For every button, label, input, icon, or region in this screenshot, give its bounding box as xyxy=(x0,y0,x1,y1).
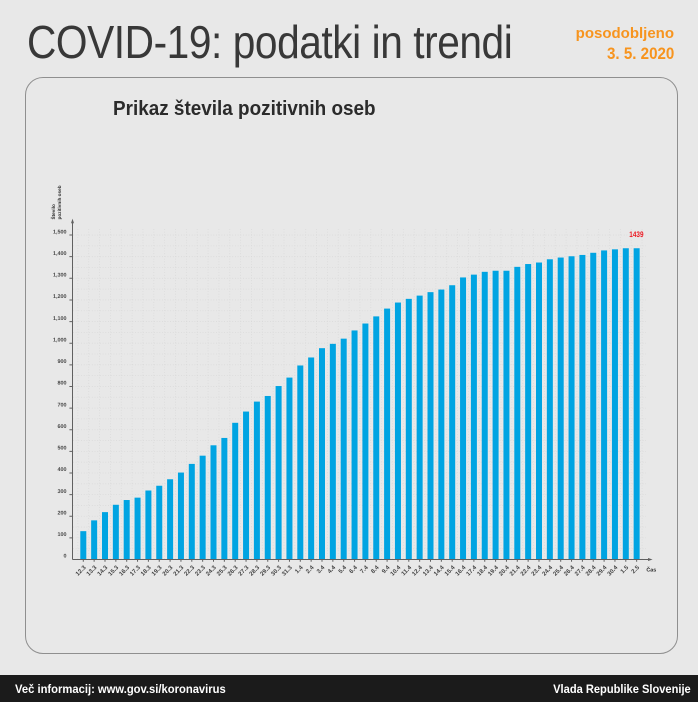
svg-text:24.4: 24.4 xyxy=(541,564,555,578)
svg-text:1.5: 1.5 xyxy=(619,564,630,575)
svg-text:1,400: 1,400 xyxy=(53,251,67,257)
svg-text:13.3: 13.3 xyxy=(85,564,99,578)
svg-text:400: 400 xyxy=(58,467,67,473)
svg-text:600: 600 xyxy=(58,424,67,430)
svg-text:1,300: 1,300 xyxy=(53,273,67,279)
svg-text:15.3: 15.3 xyxy=(107,564,121,578)
svg-text:28.3: 28.3 xyxy=(248,564,262,578)
svg-text:1439: 1439 xyxy=(629,230,644,239)
svg-text:1,200: 1,200 xyxy=(53,294,67,300)
svg-text:27.4: 27.4 xyxy=(574,564,588,578)
svg-text:23.4: 23.4 xyxy=(530,564,544,578)
svg-text:26.4: 26.4 xyxy=(563,564,577,578)
svg-text:15.4: 15.4 xyxy=(443,564,457,578)
svg-text:21.4: 21.4 xyxy=(508,564,522,578)
svg-text:2.4: 2.4 xyxy=(305,564,316,575)
svg-text:17.3: 17.3 xyxy=(129,564,143,578)
svg-text:10.4: 10.4 xyxy=(389,564,403,578)
svg-text:17.4: 17.4 xyxy=(465,564,479,578)
svg-text:0: 0 xyxy=(64,554,67,560)
svg-text:9.4: 9.4 xyxy=(381,564,392,575)
svg-text:25.3: 25.3 xyxy=(215,564,229,578)
svg-text:30.3: 30.3 xyxy=(270,564,284,578)
svg-text:900: 900 xyxy=(58,359,67,365)
svg-text:24.3: 24.3 xyxy=(205,564,219,578)
svg-text:Število: Število xyxy=(50,204,56,220)
svg-text:22.4: 22.4 xyxy=(519,564,533,578)
svg-text:11.4: 11.4 xyxy=(400,564,413,577)
svg-text:16.3: 16.3 xyxy=(118,564,132,578)
svg-text:20.4: 20.4 xyxy=(498,564,512,578)
svg-text:29.3: 29.3 xyxy=(259,564,273,578)
svg-text:300: 300 xyxy=(58,489,67,495)
svg-text:27.3: 27.3 xyxy=(237,564,251,578)
svg-text:13.4: 13.4 xyxy=(422,564,436,578)
svg-text:25.4: 25.4 xyxy=(552,564,566,578)
svg-text:7.4: 7.4 xyxy=(359,564,370,575)
svg-text:26.3: 26.3 xyxy=(226,564,240,578)
svg-text:700: 700 xyxy=(58,402,67,408)
svg-text:2.5: 2.5 xyxy=(630,564,641,575)
svg-text:22.3: 22.3 xyxy=(183,564,197,578)
svg-text:16.4: 16.4 xyxy=(454,564,468,578)
svg-text:29.4: 29.4 xyxy=(595,564,609,578)
svg-text:1,500: 1,500 xyxy=(53,229,67,235)
svg-text:100: 100 xyxy=(58,532,67,538)
svg-text:200: 200 xyxy=(58,510,67,516)
svg-text:30.4: 30.4 xyxy=(606,564,620,578)
svg-text:12.4: 12.4 xyxy=(411,564,425,578)
svg-text:18.3: 18.3 xyxy=(140,564,154,578)
svg-text:18.4: 18.4 xyxy=(476,564,490,578)
svg-text:6.4: 6.4 xyxy=(348,564,359,575)
svg-text:19.4: 19.4 xyxy=(487,564,501,578)
svg-text:19.3: 19.3 xyxy=(150,564,164,578)
svg-text:500: 500 xyxy=(58,446,67,452)
svg-text:1,000: 1,000 xyxy=(53,337,67,343)
svg-text:31.3: 31.3 xyxy=(281,564,295,578)
svg-text:12.3: 12.3 xyxy=(74,564,88,578)
svg-text:20.3: 20.3 xyxy=(161,564,175,578)
svg-text:14.4: 14.4 xyxy=(432,564,446,578)
svg-text:1,100: 1,100 xyxy=(53,316,67,322)
svg-text:1.4: 1.4 xyxy=(294,564,305,575)
svg-text:23.3: 23.3 xyxy=(194,564,208,578)
svg-text:14.3: 14.3 xyxy=(96,564,110,578)
svg-text:4.4: 4.4 xyxy=(326,564,337,575)
svg-text:8.4: 8.4 xyxy=(370,564,381,575)
svg-text:3.4: 3.4 xyxy=(315,564,326,575)
svg-text:800: 800 xyxy=(58,381,67,387)
svg-text:5.4: 5.4 xyxy=(337,564,348,575)
svg-text:28.4: 28.4 xyxy=(584,564,598,578)
svg-text:21.3: 21.3 xyxy=(172,564,186,578)
svg-text:Čas: Čas xyxy=(646,567,656,574)
svg-text:pozitivnih oseb: pozitivnih oseb xyxy=(57,185,62,219)
